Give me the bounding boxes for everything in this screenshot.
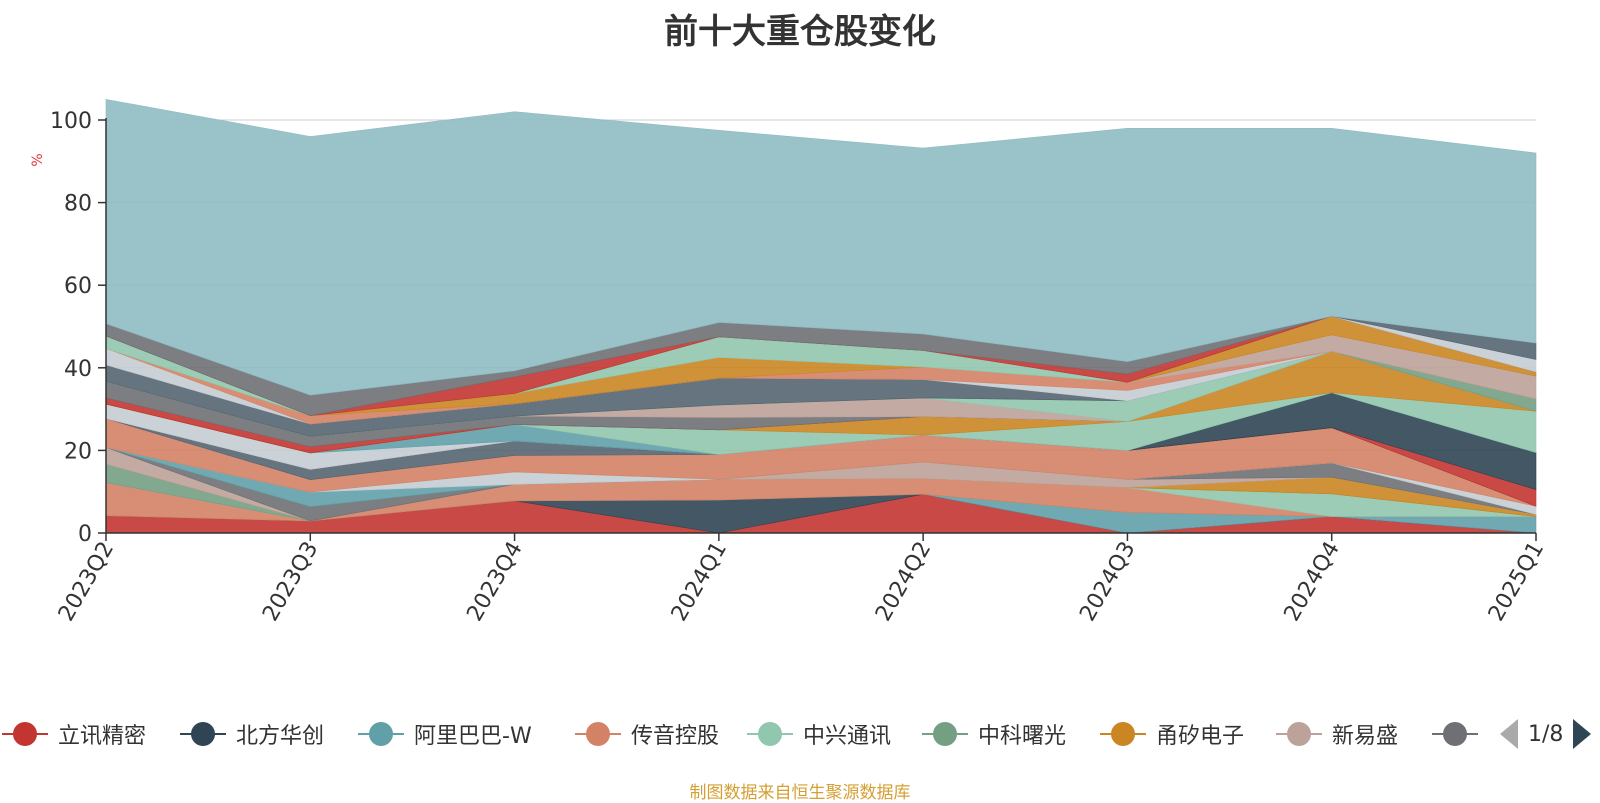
legend-marker-icon	[920, 716, 970, 752]
legend-item-2[interactable]: 阿里巴巴-W	[356, 716, 532, 752]
y-tick-label-2: 40	[64, 357, 92, 382]
legend-label: 北方华创	[236, 724, 325, 749]
legend-label: 中兴通讯	[803, 724, 892, 749]
y-tick-label-1: 20	[64, 439, 92, 464]
legend-marker-icon	[0, 716, 50, 752]
legend-label: 传音控股	[631, 724, 720, 749]
legend-item-0[interactable]: 立讯精密	[0, 716, 146, 752]
legend: 立讯精密 北方华创 阿里巴巴-W 传音控股 中兴通讯 中科曙光 甬矽电子 新易盛	[0, 716, 1600, 752]
legend-item-3[interactable]: 传音控股	[573, 716, 719, 752]
legend-marker-icon	[356, 716, 406, 752]
y-tick-label-4: 80	[64, 192, 92, 217]
legend-pager: 1/8	[1500, 716, 1592, 752]
legend-page-indicator: 1/8	[1528, 721, 1564, 747]
x-tick-label-4: 2024Q2	[871, 538, 936, 626]
y-tick-label-0: 0	[78, 522, 92, 547]
stacked-area-chart: 0 20 40 60 80 100 2023Q2 2023Q3 2023Q4 2024Q1 2024…	[30, 99, 1549, 626]
legend-marker-icon	[573, 716, 623, 752]
x-tick-label-6: 2024Q4	[1280, 538, 1345, 626]
legend-marker-icon	[1430, 716, 1480, 752]
legend-next-arrow-icon[interactable]	[1573, 719, 1592, 749]
x-tick-label-0: 2023Q2	[54, 538, 119, 626]
legend-label: 新易盛	[1332, 724, 1399, 749]
x-tick-label-3: 2024Q1	[667, 538, 732, 626]
legend-item-6[interactable]: 甬矽电子	[1098, 716, 1244, 752]
legend-item-4[interactable]: 中兴通讯	[745, 716, 891, 752]
y-axis-unit-label: %	[30, 153, 46, 166]
legend-item-1[interactable]: 北方华创	[178, 716, 324, 752]
legend-label: 立讯精密	[58, 724, 147, 749]
legend-item-8[interactable]	[1430, 716, 1480, 752]
x-tick-label-7: 2025Q1	[1484, 538, 1549, 626]
x-tick-label-5: 2024Q3	[1075, 538, 1140, 626]
x-tick-label-1: 2023Q3	[258, 538, 323, 626]
y-tick-label-5: 100	[50, 109, 92, 134]
legend-marker-icon	[178, 716, 228, 752]
legend-label: 甬矽电子	[1156, 724, 1245, 749]
area-series-group	[105, 99, 1537, 534]
chart-title: 前十大重仓股变化	[664, 12, 936, 52]
y-tick-label-3: 60	[64, 274, 92, 299]
source-note: 制图数据来自恒生聚源数据库	[689, 783, 911, 803]
x-tick-label-2: 2023Q4	[462, 538, 527, 626]
legend-label: 阿里巴巴-W	[414, 724, 532, 749]
legend-item-5[interactable]: 中科曙光	[920, 716, 1066, 752]
area-series-34[interactable]	[105, 99, 1537, 396]
legend-marker-icon	[1098, 716, 1148, 752]
legend-marker-icon	[1274, 716, 1324, 752]
legend-prev-arrow-icon[interactable]	[1500, 719, 1518, 749]
legend-marker-icon	[745, 716, 795, 752]
legend-label: 中科曙光	[978, 724, 1067, 749]
legend-item-7[interactable]: 新易盛	[1274, 716, 1398, 752]
